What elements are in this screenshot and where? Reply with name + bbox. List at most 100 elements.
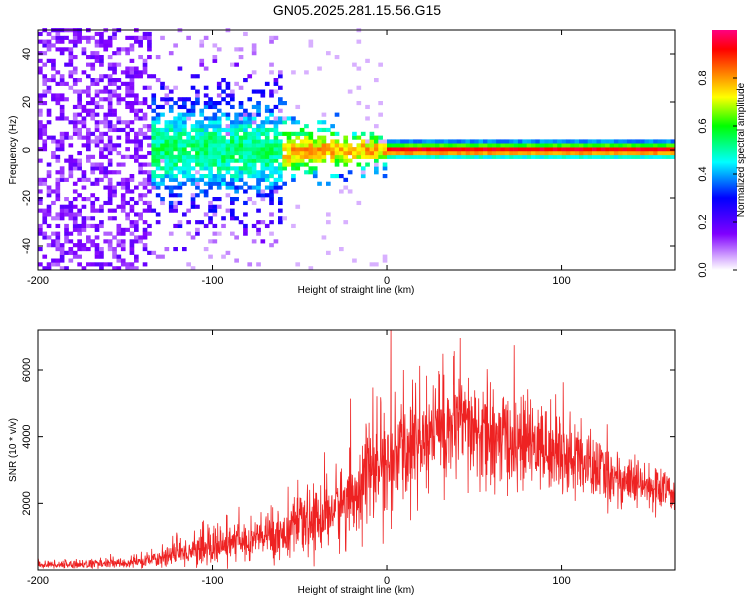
heatmap-cell [68,143,74,148]
heatmap-cell [330,158,335,163]
spectrogram-y-axis-label: Frequency (Hz) [8,116,19,185]
heatmap-cell [618,154,623,159]
heatmap-cell [46,85,52,90]
heatmap-cell [365,116,370,121]
heatmap-cell [225,124,231,129]
heatmap-cell [173,131,178,136]
heatmap-cell [125,216,130,221]
heatmap-cell [378,143,383,148]
heatmap-cell [260,177,266,182]
y-tick-label: 0 [21,147,33,153]
heatmap-cell [173,101,178,106]
heatmap-cell [195,127,200,133]
heatmap-cell [99,35,104,40]
heatmap-cell [155,104,161,110]
heatmap-cell [273,166,279,171]
heatmap-cell [230,135,235,140]
heatmap-cell [321,154,327,159]
heatmap-cell [221,143,226,148]
heatmap-cell [38,200,43,206]
heatmap-cell [631,147,637,152]
heatmap-cell [107,93,113,98]
heatmap-cell [138,116,143,121]
heatmap-cell [147,223,152,229]
heatmap-cell [256,193,261,198]
heatmap-cell [112,247,117,252]
heatmap-cell [208,154,213,159]
heatmap-cell [94,166,100,171]
heatmap-cell [129,189,135,194]
heatmap-cell [55,193,61,198]
heatmap-cell [173,223,178,229]
heatmap-cell [583,147,589,152]
heatmap-cell [38,101,43,106]
heatmap-cell [203,139,209,144]
heatmap-cell [269,158,274,163]
heatmap-cell [264,120,270,125]
heatmap-cell [164,147,170,152]
heatmap-cell [46,204,52,209]
heatmap-cell [125,262,130,267]
heatmap-cell [42,220,48,225]
heatmap-cell [195,120,200,125]
heatmap-cell [77,112,82,117]
heatmap-cell [46,223,52,229]
heatmap-cell [360,147,366,152]
heatmap-cell [59,266,65,271]
heatmap-cell [68,208,74,213]
heatmap-cell [273,181,279,186]
heatmap-cell [199,143,205,148]
heatmap-cell [64,97,69,102]
heatmap-cell [605,143,610,148]
heatmap-cell [478,154,484,159]
heatmap-cell [203,35,209,40]
heatmap-cell [186,162,191,167]
heatmap-cell [160,154,165,159]
heatmap-cell [116,258,122,263]
heatmap-cell [426,147,431,152]
heatmap-cell [600,147,606,152]
heatmap-cell [487,154,493,159]
heatmap-cell [64,81,69,86]
heatmap-cell [230,212,235,217]
heatmap-cell [295,158,301,163]
heatmap-cell [120,177,126,182]
heatmap-cell [400,151,405,156]
heatmap-cell [230,97,235,102]
heatmap-cell [304,154,309,159]
heatmap-cell [68,231,74,236]
heatmap-cell [155,174,161,179]
heatmap-cell [238,143,244,148]
heatmap-cell [38,208,43,213]
heatmap-cell [304,131,309,136]
heatmap-cell [496,147,501,152]
heatmap-cell [125,93,130,98]
heatmap-cell [64,47,69,52]
heatmap-cell [247,197,253,202]
heatmap-cell [125,35,130,40]
heatmap-cell [461,154,466,159]
heatmap-cell [182,104,187,110]
heatmap-cell [195,151,200,156]
heatmap-cell [68,51,74,56]
heatmap-cell [273,127,279,133]
heatmap-cell [321,120,327,125]
heatmap-cell [72,166,78,171]
heatmap-cell [212,135,218,140]
heatmap-cell [273,170,279,175]
heatmap-cell [81,227,87,232]
heatmap-cell [295,120,301,125]
heatmap-cell [221,127,226,133]
heatmap-cell [116,151,122,156]
heatmap-cell [199,120,205,125]
heatmap-cell [408,151,414,156]
heatmap-cell [221,223,226,229]
heatmap-cell [55,231,61,236]
heatmap-cell [68,216,74,221]
heatmap-cell [369,143,375,148]
heatmap-cell [68,135,74,140]
heatmap-cell [72,189,78,194]
heatmap-cell [72,81,78,86]
heatmap-cell [391,147,397,152]
heatmap-cell [99,43,104,48]
